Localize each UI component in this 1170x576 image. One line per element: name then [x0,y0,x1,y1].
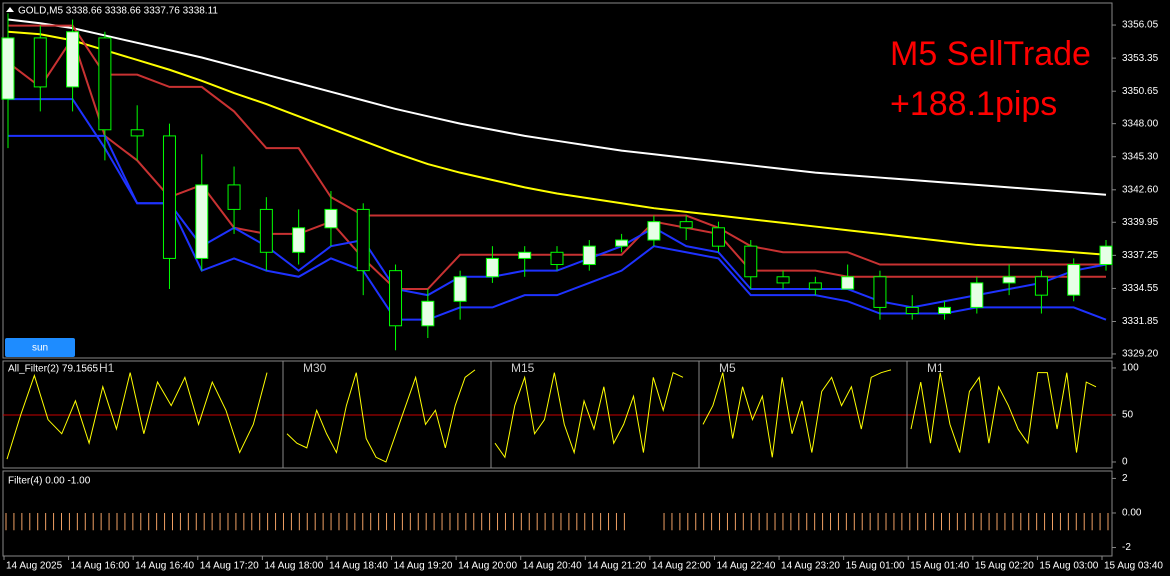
candle-body [227,184,241,210]
candle-body [453,276,467,302]
candle-body [162,135,176,259]
candle-body [356,208,370,272]
section-label: M15 [511,361,535,375]
y-tick-label: 3356.05 [1122,20,1159,31]
x-tick-label: 14 Aug 16:40 [135,561,194,572]
y-tick-label: 3348.00 [1122,118,1159,129]
oscillator-title: All_Filter(2) 79.1565 [8,364,98,375]
candle-body [808,282,822,290]
y-tick-label: 100 [1122,363,1139,374]
y-tick-label: 0.00 [1122,508,1142,519]
trade-annotation: M5 SellTrade [890,35,1091,73]
y-tick-label: 3345.30 [1122,151,1159,162]
candle-body [324,208,338,229]
section-label: H1 [99,361,115,375]
y-tick-label: 3337.25 [1122,250,1159,261]
x-tick-label: 14 Aug 16:00 [71,561,130,572]
x-tick-label: 14 Aug 22:40 [716,561,775,572]
candle-body [711,227,725,247]
x-tick-label: 14 Aug 23:20 [781,561,840,572]
x-tick-label: 14 Aug 18:40 [329,561,388,572]
candle-body [1099,245,1113,266]
x-tick-label: 14 Aug 21:20 [587,561,646,572]
oscillator-line [702,369,892,458]
candle-body [130,129,144,137]
y-tick-label: 0 [1122,457,1128,468]
y-tick-label: 2 [1122,473,1128,484]
oscillator-line [910,372,1097,453]
x-tick-label: 15 Aug 03:00 [1039,561,1098,572]
x-tick-label: 14 Aug 19:20 [394,561,453,572]
y-tick-label: 50 [1122,410,1134,421]
indicator-line [8,24,1106,266]
x-tick-label: 14 Aug 20:00 [458,561,517,572]
y-tick-label: 3350.65 [1122,86,1159,97]
candle-body [66,31,80,88]
candle-body [938,306,952,315]
candle-body [873,276,887,308]
candle-body [1002,276,1016,284]
candle-body [292,227,306,253]
section-label: M30 [303,361,327,375]
y-tick-label: 3329.20 [1122,349,1159,360]
y-tick-label: 3353.35 [1122,53,1159,64]
candle-body [518,251,532,259]
header-marker [6,7,14,12]
sun-button[interactable]: sun [5,338,75,357]
y-tick-label: 3331.85 [1122,316,1159,327]
candle-body [1,37,15,100]
x-tick-label: 14 Aug 17:20 [200,561,259,572]
candle-body [615,239,629,247]
section-label: M1 [927,361,944,375]
button-label[interactable]: sun [32,343,48,354]
button-bg[interactable] [5,338,75,357]
x-tick-label: 14 Aug 18:00 [264,561,323,572]
pips-annotation: +188.1pips [890,85,1057,123]
candle-body [905,306,919,315]
x-tick-label: 14 Aug 20:40 [523,561,582,572]
oscillator-line [494,371,684,459]
candle-body [647,221,661,241]
candle-body [98,37,112,131]
candle-body [33,37,47,88]
oscillator-line [286,369,476,463]
candle-body [841,276,855,290]
candle-body [259,208,273,253]
filter-panel [2,470,1113,557]
candle-body [1067,264,1081,296]
y-tick-label: 3339.95 [1122,217,1159,228]
candle-body [550,251,564,266]
candle-body [421,300,435,327]
x-tick-label: 15 Aug 01:40 [910,561,969,572]
candle-body [485,257,499,278]
x-tick-label: 14 Aug 2025 [6,561,63,572]
candle-body [1034,276,1048,296]
candle-body [970,282,984,308]
x-tick-label: 15 Aug 01:00 [846,561,905,572]
y-tick-label: 3342.60 [1122,184,1159,195]
candle-body [582,245,596,266]
x-tick-label: 14 Aug 22:00 [652,561,711,572]
candle-body [679,221,693,229]
candle-body [776,276,790,284]
filter-title: Filter(4) 0.00 -1.00 [8,476,91,487]
candle-body [744,245,758,278]
candle-body [389,270,403,327]
section-label: M5 [719,361,736,375]
x-tick-label: 15 Aug 03:40 [1104,561,1163,572]
symbol-header: GOLD,M5 3338.66 3338.66 3337.76 3338.11 [18,6,218,17]
indicator-line [7,18,1107,196]
y-tick-label: -2 [1122,542,1131,553]
candle-body [195,184,209,259]
indicator-line [8,134,1107,321]
x-tick-label: 15 Aug 02:20 [975,561,1034,572]
indicator-line [7,30,1107,256]
oscillator-line [6,372,268,460]
y-tick-label: 3334.55 [1122,283,1159,294]
